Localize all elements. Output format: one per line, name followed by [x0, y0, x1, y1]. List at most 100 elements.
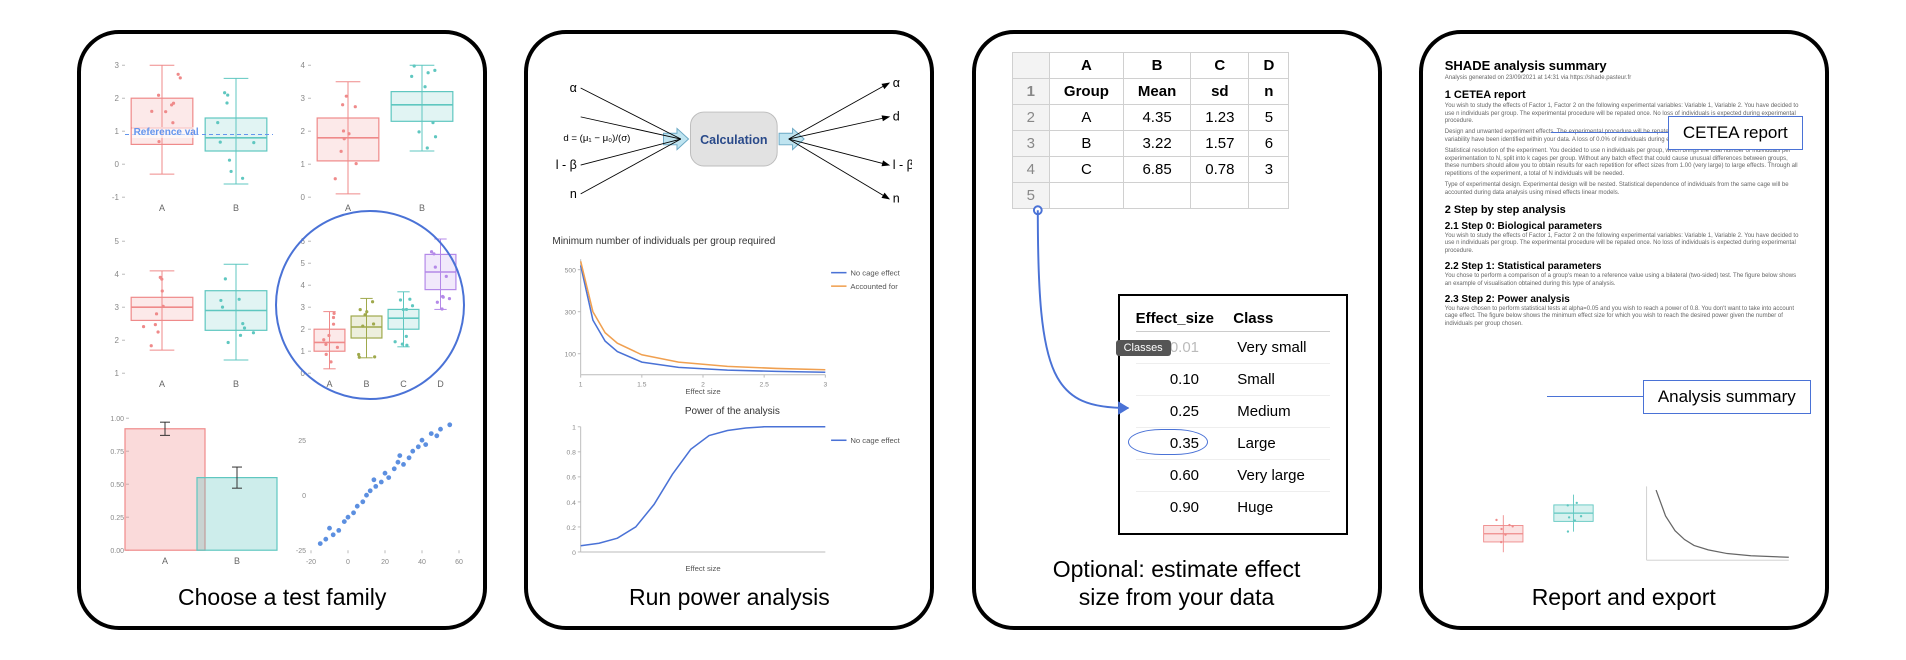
- svg-text:1.00: 1.00: [111, 416, 125, 423]
- svg-text:n: n: [570, 187, 577, 201]
- svg-text:A: A: [162, 556, 168, 566]
- reference-value-label: Reference val: [132, 127, 201, 138]
- table-cell: 0.78: [1191, 157, 1249, 183]
- svg-text:A: A: [327, 380, 333, 390]
- svg-text:40: 40: [418, 559, 426, 566]
- svg-text:500: 500: [565, 267, 576, 274]
- table-cell: 6: [1249, 131, 1289, 157]
- callout-cetea-report: CETEA report: [1668, 116, 1803, 150]
- svg-text:Effect size: Effect size: [686, 564, 721, 573]
- subplot-bot-left: 0.000.250.500.751.00AB: [99, 405, 279, 575]
- table-cell: 1.57: [1191, 131, 1249, 157]
- effect-table-row: 0.10Small: [1136, 363, 1330, 395]
- table-cell: Group: [1049, 79, 1123, 105]
- table-col-header: A: [1049, 53, 1123, 79]
- report-para-21: You wish to study the effects of Factor …: [1445, 233, 1803, 256]
- table-cell: sd: [1191, 79, 1249, 105]
- table-col-header: C: [1191, 53, 1249, 79]
- panel4-caption: Report and export: [1441, 583, 1807, 612]
- table-row-label: 5: [1012, 183, 1049, 209]
- effect-table-row: 0.60Very large: [1136, 459, 1330, 491]
- svg-text:2: 2: [301, 127, 306, 136]
- svg-text:A: A: [345, 203, 351, 213]
- svg-text:d: d: [893, 110, 900, 124]
- svg-text:A: A: [159, 380, 165, 390]
- panel-estimate-effect-size: ABCD1GroupMeansdn2A4.351.2353B3.221.5764…: [972, 30, 1382, 630]
- svg-text:25: 25: [298, 438, 306, 445]
- svg-text:l - β: l - β: [893, 158, 912, 172]
- svg-text:3: 3: [115, 304, 120, 313]
- subplot-top-right: 01234AB: [285, 52, 465, 222]
- svg-text:C: C: [400, 380, 407, 390]
- table-cell: [1123, 183, 1190, 209]
- table-cell: 5: [1249, 105, 1289, 131]
- svg-text:20: 20: [381, 559, 389, 566]
- subplot-bot-right: -200204060-25025: [285, 405, 465, 575]
- report-subtitle-line: Analysis generated on 23/09/2021 at 14:3…: [1445, 75, 1803, 83]
- calculation-diagram: Calculationαl - βnd = (μ₁ − μ₀)/(σ)αdl -…: [546, 52, 912, 230]
- svg-text:1: 1: [301, 348, 306, 357]
- effect-table-header: Class: [1233, 306, 1329, 332]
- svg-text:l - β: l - β: [556, 158, 577, 172]
- table-cell: 6.85: [1123, 157, 1190, 183]
- panel3-caption: Optional: estimate effectsize from your …: [994, 555, 1360, 613]
- panel1-caption: Choose a test family: [99, 583, 465, 612]
- chart2-title: Power of the analysis: [552, 406, 912, 417]
- table-cell: 3.22: [1123, 131, 1190, 157]
- svg-text:4: 4: [301, 61, 306, 70]
- report-para-1c: Statistical resolution of the experiment…: [1445, 148, 1803, 179]
- svg-text:No cage effect: No cage effect: [851, 268, 901, 277]
- svg-text:2.5: 2.5: [760, 381, 770, 388]
- svg-text:Accounted for: Accounted for: [851, 282, 899, 291]
- svg-text:α: α: [893, 76, 900, 90]
- svg-text:-25: -25: [296, 548, 306, 555]
- callout-line-icon: [1547, 396, 1649, 397]
- svg-text:3: 3: [115, 61, 120, 70]
- chart1-title: Minimum number of individuals per group …: [552, 236, 912, 247]
- svg-text:B: B: [233, 203, 239, 213]
- svg-text:0.75: 0.75: [111, 449, 125, 456]
- table-col-header: B: [1123, 53, 1190, 79]
- table-cell: 4.35: [1123, 105, 1190, 131]
- svg-text:60: 60: [455, 559, 463, 566]
- svg-text:2: 2: [301, 326, 306, 335]
- svg-text:0.8: 0.8: [567, 450, 577, 457]
- table-row-label: 1: [1012, 79, 1049, 105]
- svg-text:100: 100: [565, 352, 576, 359]
- svg-text:0.00: 0.00: [111, 548, 125, 555]
- svg-text:α: α: [570, 81, 577, 95]
- report-title: SHADE analysis summary: [1445, 58, 1803, 73]
- svg-text:2: 2: [115, 94, 120, 103]
- callout-analysis-summary: Analysis summary: [1643, 380, 1811, 414]
- table-cell: 1.23: [1191, 105, 1249, 131]
- panel2-body: Calculationαl - βnd = (μ₁ − μ₀)/(σ)αdl -…: [546, 52, 912, 575]
- table-cell: [1249, 183, 1289, 209]
- effect-table-row: 0.25Medium: [1136, 395, 1330, 427]
- callout-line-icon: [1551, 132, 1681, 133]
- table-cell: B: [1049, 131, 1123, 157]
- svg-text:300: 300: [565, 309, 576, 316]
- report-para-23: You have chosen to perform statistical t…: [1445, 306, 1803, 329]
- effect-table-header: Effect_size: [1136, 306, 1234, 332]
- svg-text:3: 3: [824, 381, 828, 388]
- panel1-grid: -10123AB Reference val 01234AB 12345AB 0…: [99, 52, 465, 575]
- table-row-label: 3: [1012, 131, 1049, 157]
- panel4-body: SHADE analysis summary Analysis generate…: [1441, 52, 1807, 575]
- table-cell: [1191, 183, 1249, 209]
- effect-highlight-icon: [1128, 429, 1208, 455]
- svg-text:A: A: [159, 203, 165, 213]
- svg-text:0.6: 0.6: [567, 475, 577, 482]
- table-cell: [1049, 183, 1123, 209]
- svg-text:4: 4: [115, 271, 120, 280]
- report-section-2: 2 Step by step analysis: [1445, 204, 1803, 216]
- svg-text:B: B: [233, 380, 239, 390]
- panel2-caption: Run power analysis: [546, 583, 912, 612]
- panel-choose-test-family: -10123AB Reference val 01234AB 12345AB 0…: [77, 30, 487, 630]
- svg-text:0: 0: [301, 193, 306, 202]
- svg-text:0.2: 0.2: [567, 525, 577, 532]
- svg-text:5: 5: [115, 238, 120, 247]
- svg-text:D: D: [437, 380, 444, 390]
- classes-tag: Classes: [1116, 340, 1171, 356]
- svg-text:Calculation: Calculation: [700, 133, 767, 147]
- table-row-label: 2: [1012, 105, 1049, 131]
